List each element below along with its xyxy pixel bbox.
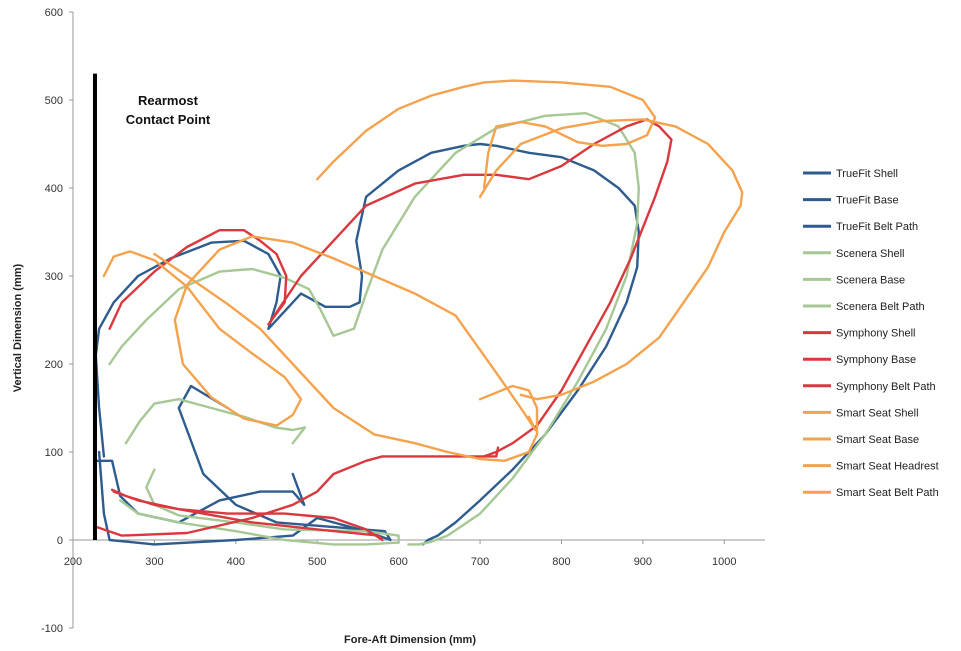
series-line-symphony-belt-path: [110, 488, 384, 542]
y-tick-label: 400: [45, 183, 63, 195]
series-line-smart-seat-headrest: [316, 79, 657, 190]
series-line-scenera-base: [118, 468, 400, 546]
legend-label: Symphony Belt Path: [836, 381, 936, 393]
series-line-scenera-shell: [108, 111, 640, 546]
legend-label: TrueFit Base: [836, 195, 899, 207]
x-tick-label: 300: [145, 556, 163, 568]
series-line-scenera-belt-path: [124, 398, 307, 445]
x-tick-label: 400: [227, 556, 245, 568]
legend-label: Scenera Shell: [836, 248, 905, 260]
series-line-symphony-base: [94, 446, 500, 537]
y-tick-label: 0: [57, 535, 63, 547]
y-tick-label: 500: [45, 95, 63, 107]
series-line-smart-seat-shell: [102, 235, 537, 432]
axes: -100 0 100 200 300 400 500 600 200 300 400 500 600 70…: [41, 7, 765, 635]
legend-label: Scenera Base: [836, 274, 905, 286]
y-tick-label: -100: [41, 623, 63, 635]
legend-label: TrueFit Belt Path: [836, 221, 918, 233]
annotation-label-line2: Contact Point: [126, 112, 211, 127]
x-tick-label: 800: [552, 556, 570, 568]
annotation-label-line1: Rearmost: [138, 93, 199, 108]
legend-label: Smart Seat Shell: [836, 407, 919, 419]
legend-label: Smart Seat Belt Path: [836, 487, 939, 499]
y-tick-label: 100: [45, 447, 63, 459]
legend-label: Symphony Shell: [836, 328, 916, 340]
x-axis-label: Fore-Aft Dimension (mm): [344, 634, 476, 646]
y-tick-label: 600: [45, 7, 63, 19]
annotation: Rearmost Contact Point: [92, 73, 211, 540]
y-tick-label: 300: [45, 271, 63, 283]
x-tick-label: 200: [64, 556, 82, 568]
legend: TrueFit Shell TrueFit Base TrueFit Belt Pa…: [803, 168, 939, 499]
series-group: [94, 79, 744, 546]
x-tick-label: 1000: [712, 556, 736, 568]
legend-label: Smart Seat Base: [836, 434, 919, 446]
y-axis-label: Vertical Dimension (mm): [12, 263, 24, 392]
legend-label: Symphony Base: [836, 354, 916, 366]
x-tick-label: 500: [308, 556, 326, 568]
x-tick-label: 900: [634, 556, 652, 568]
series-line-truefit-shell: [94, 142, 640, 546]
legend-label: Scenera Belt Path: [836, 301, 925, 313]
series-line-smart-seat-belt-path: [478, 118, 744, 401]
x-tick-label: 600: [389, 556, 407, 568]
legend-label: Smart Seat Headrest: [836, 461, 939, 473]
series-line-smart-seat-base: [153, 252, 539, 462]
x-tick-label: 700: [471, 556, 489, 568]
y-tick-label: 200: [45, 359, 63, 371]
series-line-symphony-shell: [108, 118, 673, 458]
legend-label: TrueFit Shell: [836, 168, 898, 180]
